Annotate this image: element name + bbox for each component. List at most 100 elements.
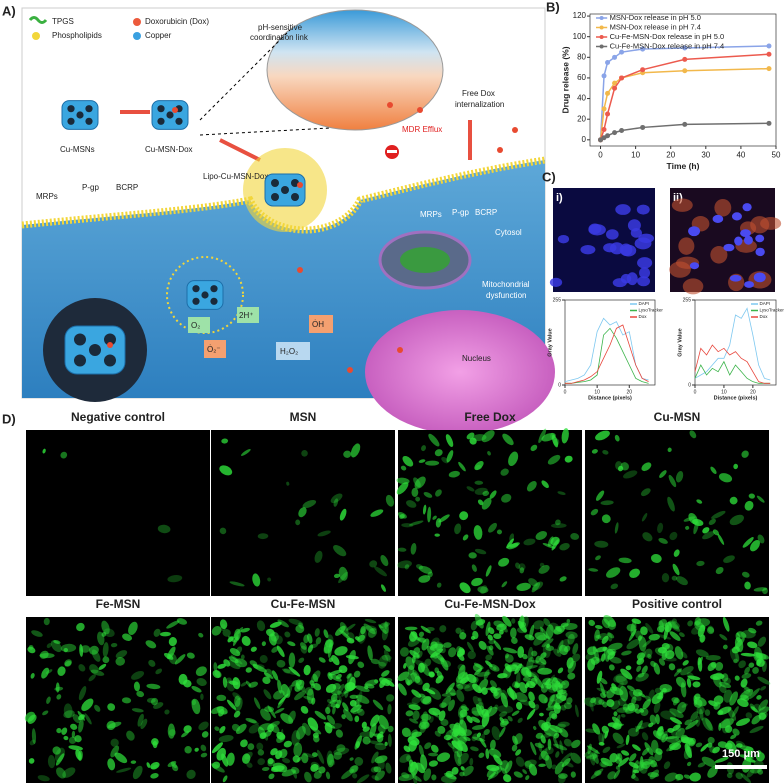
cell xyxy=(229,581,245,587)
cell xyxy=(248,724,260,734)
cell xyxy=(53,639,61,644)
cell xyxy=(545,624,554,640)
cell xyxy=(550,432,555,440)
cell xyxy=(334,646,348,656)
cell xyxy=(616,743,626,749)
cell xyxy=(600,500,614,506)
cell xyxy=(456,648,465,658)
cell xyxy=(283,740,293,748)
cell xyxy=(475,464,482,470)
cell xyxy=(371,775,379,781)
cell xyxy=(42,710,49,716)
ros-label: Ȯ₂⁻ xyxy=(207,345,221,354)
cell xyxy=(355,694,370,704)
cell xyxy=(692,518,704,526)
cell xyxy=(502,647,518,654)
cell xyxy=(178,673,188,685)
cell xyxy=(686,761,692,767)
cell xyxy=(431,744,439,753)
cell xyxy=(641,462,652,472)
cell xyxy=(233,710,241,718)
cell xyxy=(446,736,453,741)
cell xyxy=(463,736,471,742)
cell xyxy=(590,508,599,516)
cell xyxy=(259,732,267,740)
cell xyxy=(268,633,277,646)
cell xyxy=(712,675,722,688)
cell xyxy=(505,664,519,672)
cell xyxy=(709,746,716,754)
cell xyxy=(115,656,126,666)
cell xyxy=(615,675,628,686)
cell xyxy=(757,636,767,647)
cell xyxy=(611,683,618,691)
cell xyxy=(414,476,426,489)
cell xyxy=(291,766,300,774)
cell xyxy=(607,632,615,639)
cell xyxy=(667,447,672,453)
cell xyxy=(101,631,107,637)
cell xyxy=(298,507,307,518)
cell xyxy=(557,667,564,674)
cell xyxy=(621,750,630,756)
cell xyxy=(629,568,640,578)
dox-dot xyxy=(297,267,303,273)
cell xyxy=(441,692,457,697)
cell-nucleus xyxy=(740,229,752,237)
scale-bar-label: 150 μm xyxy=(722,748,760,760)
cell xyxy=(594,540,609,548)
pore xyxy=(76,111,84,119)
cell xyxy=(617,698,627,707)
cell xyxy=(427,506,432,523)
cell xyxy=(599,677,608,685)
cell xyxy=(675,773,684,781)
cell xyxy=(634,708,641,714)
cell xyxy=(749,725,764,734)
cell xyxy=(606,567,621,578)
cell xyxy=(589,700,594,712)
cell xyxy=(219,619,228,630)
cell xyxy=(436,752,451,762)
legend-label: Cu-Fe-MSN-Dox release in pH 7.4 xyxy=(610,41,725,50)
cell xyxy=(418,565,433,574)
legend-label: DAPI xyxy=(760,301,771,306)
cell xyxy=(253,664,265,670)
cell xyxy=(102,656,110,664)
cell xyxy=(384,741,388,746)
cell xyxy=(539,712,544,717)
cell xyxy=(535,732,544,739)
cell xyxy=(502,615,512,627)
cell xyxy=(702,527,710,534)
cell-nucleus xyxy=(609,242,624,255)
cell xyxy=(524,683,530,689)
image-label: ii) xyxy=(673,192,683,204)
cell xyxy=(110,738,119,747)
panel-label: C) xyxy=(542,169,556,184)
x-axis-label: Distance (pixels) xyxy=(588,395,632,401)
copper-icon xyxy=(133,32,141,40)
cell xyxy=(240,654,245,660)
cell xyxy=(695,715,701,727)
cell xyxy=(531,650,538,657)
cell xyxy=(487,450,491,456)
cell xyxy=(378,714,389,730)
cell xyxy=(740,652,756,657)
cell xyxy=(421,445,426,452)
cell xyxy=(722,616,730,632)
cell xyxy=(472,683,482,694)
cell xyxy=(533,676,544,689)
cell xyxy=(103,628,115,638)
cell xyxy=(361,721,367,729)
cell xyxy=(157,524,171,534)
cell xyxy=(727,708,737,721)
data-point xyxy=(619,75,625,81)
pore xyxy=(192,297,200,305)
cell xyxy=(528,578,538,587)
cell xyxy=(325,771,331,780)
cell xyxy=(101,620,110,635)
cell xyxy=(434,667,440,674)
pore xyxy=(89,344,101,356)
cell xyxy=(601,635,609,644)
cell-nucleus xyxy=(580,244,596,255)
cell xyxy=(301,753,309,764)
